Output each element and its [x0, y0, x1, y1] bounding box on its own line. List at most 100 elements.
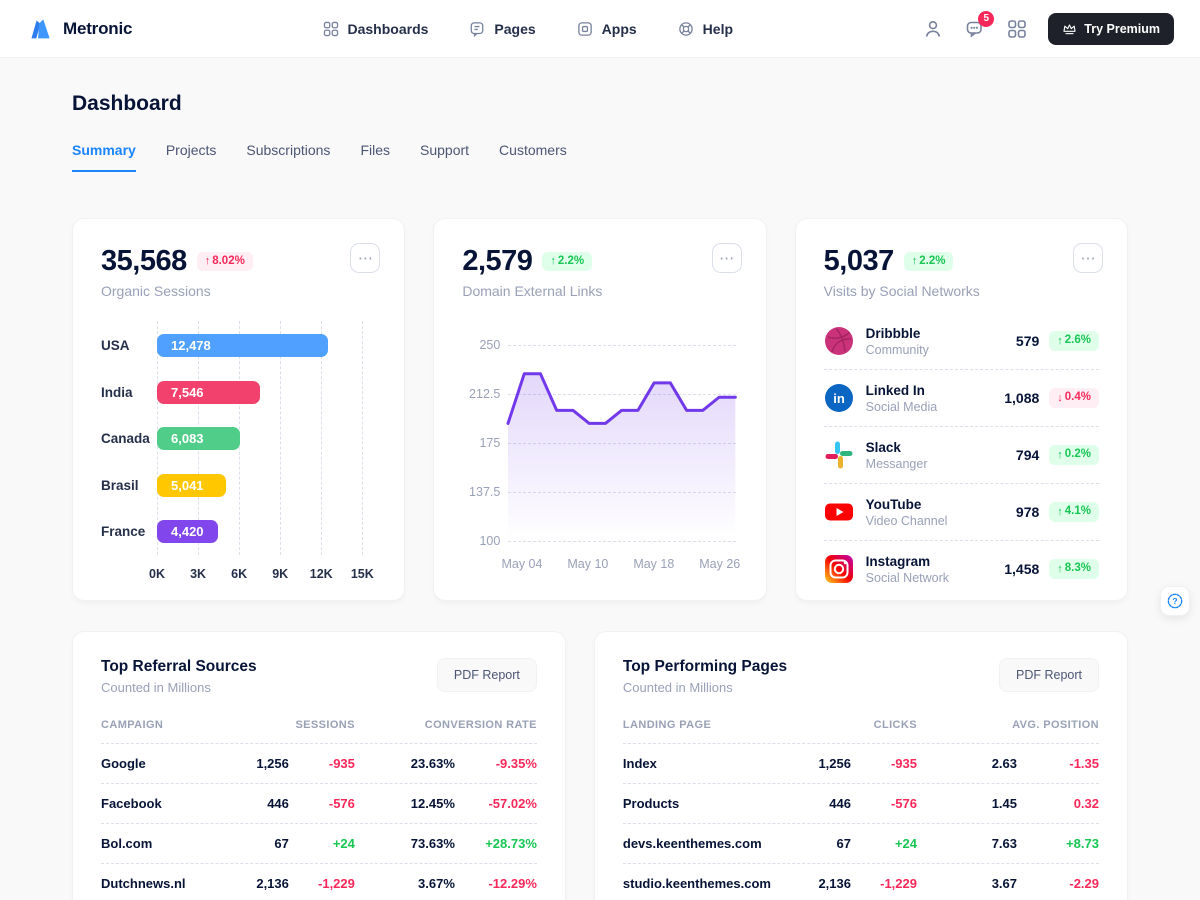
tab-customers[interactable]: Customers [499, 142, 567, 158]
tab-summary[interactable]: Summary [72, 142, 136, 172]
try-premium-button[interactable]: Try Premium [1048, 12, 1174, 45]
x-axis-tick: 6K [231, 567, 248, 581]
x-axis-tick: May 26 [699, 557, 741, 571]
row-rate-delta: -1.35 [1069, 756, 1099, 771]
social-row: in Linked In Social Media 1,088 ↓ 0.4% [823, 370, 1099, 427]
table-row: Index 1,256 -935 2.63 -1.35 [622, 744, 1099, 784]
dribbble-icon [824, 326, 854, 356]
line-series [508, 374, 735, 424]
social-meta: Linked In Social Media [866, 383, 938, 414]
svg-text:?: ? [1172, 596, 1177, 606]
social-category: Social Media [865, 399, 938, 414]
row-rate-delta: +28.73% [485, 836, 537, 851]
social-name: Linked In [865, 382, 925, 398]
ellipsis-icon: ⋯ [357, 249, 373, 267]
nav-label: Apps [601, 20, 637, 37]
bar-category-label: Canada [101, 431, 150, 446]
row-rate-delta: -57.02% [488, 796, 537, 811]
bar-row: Brasil 5,041 [101, 473, 362, 497]
social-value: 579 [1015, 333, 1040, 349]
arrow-up-icon: ↑ [204, 255, 211, 267]
pdf-report-button[interactable]: PDF Report [436, 658, 537, 692]
user-icon [925, 20, 941, 37]
svg-text:in: in [833, 391, 845, 406]
bar-track: 5,041 [157, 473, 362, 497]
tab-subscriptions[interactable]: Subscriptions [246, 142, 331, 158]
social-category: Messanger [865, 456, 928, 471]
row-label: Index [622, 756, 657, 771]
bar-track: 6,083 [157, 427, 362, 450]
stat-delta-badge: ↑ 8.02% [196, 251, 253, 272]
social-delta-badge: ↑ 2.6% [1049, 331, 1099, 351]
tables-row: Top Referral Sources Counted in Millions… [72, 631, 1128, 900]
domain-links-card: 2,579 ↑ 2.2% Domain External Links ⋯ 100 1… [433, 218, 767, 601]
social-list: Dribbble Community 579 ↑ 2.6% in Linked In Soci… [823, 313, 1099, 597]
nav-item-help[interactable]: Help [677, 20, 733, 38]
arrow-up-icon: ↑ [1057, 505, 1063, 518]
row-delta: +24 [894, 836, 917, 851]
social-name: Dribbble [865, 325, 921, 341]
row-rate-delta: -12.29% [488, 876, 537, 891]
row-label: studio.keenthemes.com [622, 876, 771, 891]
nav-item-pages[interactable]: Pages [468, 20, 536, 38]
table-row: Google 1,256 -935 23.63% -9.35% [101, 744, 537, 784]
column-header: CLICKS [873, 719, 917, 731]
row-delta: -935 [328, 756, 355, 771]
tab-projects[interactable]: Projects [165, 142, 217, 158]
stat-value: 35,568 [101, 245, 187, 277]
gridline: 250 [479, 338, 736, 352]
x-axis-tick: 0K [149, 567, 165, 581]
row-rate: 3.67% [418, 876, 455, 891]
tab-files[interactable]: Files [360, 142, 390, 158]
bar-row: France 4,420 [101, 520, 362, 543]
nav-item-dashboards[interactable]: Dashboards [322, 20, 428, 38]
row-value: 446 [267, 796, 289, 811]
bar: 4,420 [157, 520, 218, 543]
ellipsis-icon: ⋯ [719, 249, 735, 267]
row-rate: 7.63 [991, 836, 1017, 851]
apps-icon [577, 21, 592, 36]
column-header: LANDING PAGE [622, 719, 712, 731]
gridline: 212.5 [469, 387, 736, 401]
row-rate-delta: +8.73 [1066, 836, 1099, 851]
crown-icon [1063, 24, 1076, 35]
notifications-button[interactable]: 5 [964, 10, 995, 40]
user-button[interactable] [922, 18, 944, 40]
card-title: Top Performing Pages [622, 658, 788, 675]
social-name: Instagram [865, 553, 931, 569]
bar-category-label: USA [101, 338, 130, 353]
domain-links-line-chart: 100 137.5 175 212.5 250 May 04 May 10 May 18 Ma… [462, 338, 741, 573]
x-axis-tick: 12K [309, 567, 333, 581]
card-menu-button[interactable]: ⋯ [1073, 243, 1103, 273]
y-axis-tick: 250 [479, 338, 501, 352]
apps-launcher-button[interactable] [1006, 18, 1028, 40]
brand-name: Metronic [63, 18, 133, 38]
row-rate: 23.63% [410, 756, 455, 771]
gridline [280, 321, 282, 555]
nav-item-apps[interactable]: Apps [576, 20, 637, 38]
bar: 7,546 [157, 380, 261, 404]
pdf-report-button[interactable]: PDF Report [999, 658, 1099, 692]
y-axis-tick: 212.5 [469, 387, 501, 401]
stat-value: 2,579 [462, 245, 533, 277]
tab-support[interactable]: Support [420, 142, 470, 158]
tabs-bar: Summary Projects Subscriptions Files Sup… [72, 142, 1128, 172]
floating-help-button[interactable]: ? [1160, 586, 1190, 616]
page-content: Dashboard Summary Projects Subscriptions… [0, 58, 1200, 900]
card-subtitle: Counted in Millions [101, 680, 211, 695]
bar-track: 12,478 [157, 334, 362, 357]
referral-table-body: Google 1,256 -935 23.63% -9.35% Facebook 446 -5… [101, 744, 537, 900]
brand-logo[interactable]: Metronic [26, 15, 132, 43]
x-axis-tick: 9K [272, 567, 289, 581]
main-nav: Dashboards Pages Apps Help [322, 20, 733, 38]
organic-sessions-card: 35,568 ↑ 8.02% Organic Sessions ⋯ USA 12,4… [72, 218, 406, 601]
card-menu-button[interactable]: ⋯ [711, 243, 742, 273]
card-menu-button[interactable]: ⋯ [350, 243, 381, 273]
table-row: Facebook 446 -576 12.45% -57.02% [101, 784, 537, 824]
card-title: Top Referral Sources [101, 658, 257, 675]
row-rate: 1.45 [991, 796, 1017, 811]
row-label: Products [622, 796, 680, 811]
stat-subtitle: Organic Sessions [101, 283, 211, 299]
y-axis-tick: 100 [479, 534, 501, 548]
line-plot: 100 137.5 175 212.5 250 [469, 338, 736, 548]
